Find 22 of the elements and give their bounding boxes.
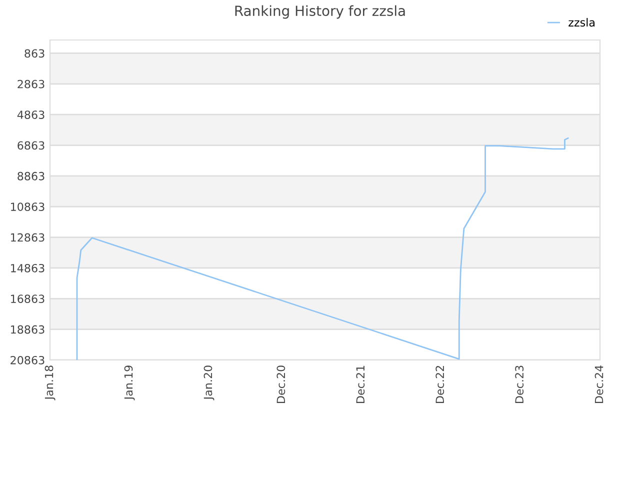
x-tick-label: Dec.22 <box>436 366 444 403</box>
y-tick-label: 2863 <box>18 80 44 88</box>
x-tick-label: Jan.20 <box>204 366 214 400</box>
y-tick-label: 863 <box>24 49 44 58</box>
y-tick-label: 10863 <box>11 202 44 211</box>
y-tick-label: 20863 <box>10 356 44 364</box>
legend-label: zzsla <box>568 18 594 27</box>
chart-title: Ranking History for zzsla <box>235 5 405 19</box>
x-tick-label: Dec.24 <box>594 365 604 403</box>
y-tick-label: 4863 <box>17 110 44 119</box>
x-tick-label: Dec.20 <box>276 366 286 403</box>
x-tick-label: Dec.23 <box>515 366 524 403</box>
line-series <box>76 137 569 360</box>
y-tick-label: 8863 <box>18 172 44 180</box>
x-tick-label: Jan.18 <box>44 366 56 400</box>
y-tick-label: 12863 <box>11 233 44 242</box>
x-tick-label: Jan.19 <box>124 366 135 400</box>
y-tick-label: 16863 <box>11 294 44 304</box>
y-tick-label: 6863 <box>18 141 44 150</box>
y-tick-label: 18863 <box>11 325 44 334</box>
x-tick-label: Dec.21 <box>356 366 365 403</box>
y-tick-label: 14863 <box>11 264 44 272</box>
